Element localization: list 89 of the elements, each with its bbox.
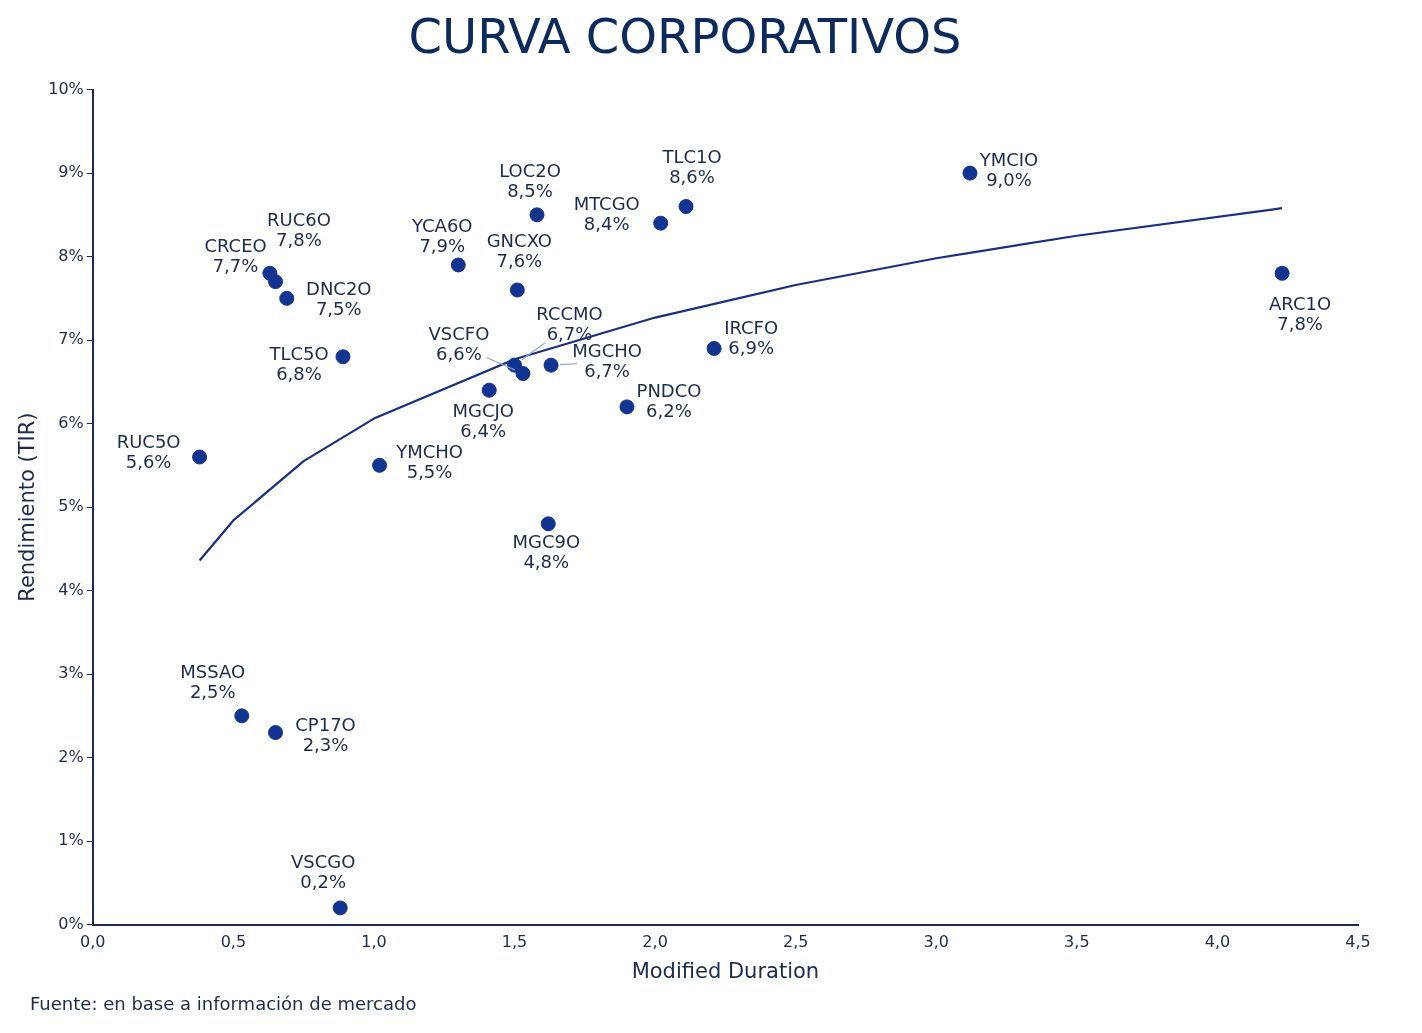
annotation: YMCIO	[978, 148, 1039, 170]
y-tick-label: 9%	[58, 162, 84, 182]
y-tick-label: 8%	[58, 245, 84, 265]
point	[619, 399, 635, 415]
point	[543, 357, 559, 373]
data-label: 5,5%	[406, 461, 453, 483]
data-label: 8,5%	[507, 179, 553, 201]
annotation: TLC1O	[661, 146, 722, 168]
data-label: 7,7%	[212, 255, 259, 277]
y-tick-label: 0%	[58, 913, 84, 933]
x-tick-label: 3,5	[1064, 932, 1090, 952]
annotation: MSSAO	[180, 660, 246, 682]
annotation: CRCEO	[204, 235, 267, 257]
annotation: YCA6O	[411, 214, 473, 236]
x-tick-label: 2,5	[782, 932, 809, 952]
data-label: 2,3%	[302, 734, 349, 756]
data-label: 7,8%	[276, 228, 322, 250]
x-tick-label: 0,5	[220, 932, 247, 952]
annotation: RCCMO	[536, 302, 603, 324]
point	[268, 725, 284, 741]
point	[1274, 265, 1290, 281]
point	[234, 708, 250, 724]
data-label: 5,6%	[125, 450, 172, 472]
data-label: 8,4%	[583, 212, 630, 234]
y-tick-label: 5%	[58, 496, 84, 516]
x-axis-title: Modified Duration	[631, 958, 820, 983]
data-label: 6,8%	[276, 363, 322, 385]
annotation: MTCGO	[573, 192, 640, 214]
y-tick-label: 1%	[58, 830, 84, 850]
annotation: PNDCO	[636, 379, 702, 401]
annotation: TLC5O	[268, 343, 329, 365]
x-tick-label: 1,5	[501, 932, 528, 952]
point	[540, 516, 556, 532]
data-label: 7,9%	[419, 234, 466, 256]
data-label: 6,9%	[728, 337, 774, 359]
annotation: GNCXO	[486, 229, 552, 251]
x-tick-label: 0,0	[80, 932, 106, 952]
point	[192, 449, 208, 465]
data-label: 9,0%	[986, 168, 1032, 190]
annotation: MGCJO	[452, 399, 514, 421]
x-tick-label: 2,0	[642, 932, 668, 952]
data-label: 6,6%	[436, 343, 482, 365]
data-label: 7,8%	[1277, 312, 1323, 334]
annotation: YMCHO	[395, 441, 463, 463]
point	[481, 382, 497, 398]
point	[372, 457, 388, 473]
data-label: 7,5%	[315, 298, 362, 320]
x-tick-label: 4,0	[1204, 932, 1231, 952]
data-label: 8,6%	[669, 166, 715, 188]
annotation: CP17O	[295, 714, 356, 736]
y-tick-label: 6%	[58, 412, 84, 432]
point	[653, 215, 669, 231]
point	[678, 199, 694, 214]
chart-title: CURVA CORPORATIVOS	[408, 8, 962, 65]
data-label: 0,2%	[300, 870, 347, 892]
y-tick-label: 4%	[58, 579, 84, 599]
point	[279, 290, 295, 306]
point	[332, 900, 348, 916]
x-tick-label: 4,5	[1345, 932, 1371, 952]
annotation: MGC9O	[512, 531, 581, 553]
point	[529, 207, 545, 223]
annotation: LOC2O	[499, 159, 561, 181]
annotation: RUC6O	[266, 208, 331, 230]
point	[335, 349, 351, 365]
data-label: 6,7%	[584, 359, 630, 381]
y-tick-label: 2%	[58, 746, 84, 766]
point	[706, 340, 722, 356]
point	[962, 165, 978, 181]
data-label: 6,2%	[646, 399, 692, 421]
annotation: IRCFO	[724, 317, 779, 339]
point	[268, 274, 284, 290]
annotation: RUC5O	[116, 430, 181, 452]
annotation: DNC2O	[306, 278, 372, 300]
x-tick-label: 3,0	[923, 932, 949, 952]
x-tick-label: 1,0	[361, 932, 387, 952]
data-label: 4,8%	[523, 551, 570, 573]
point	[515, 366, 531, 381]
point	[509, 282, 525, 298]
data-label: 7,6%	[496, 249, 543, 271]
y-tick-label: 7%	[58, 329, 84, 349]
data-label: 2,5%	[189, 680, 236, 702]
y-tick-label: 3%	[58, 663, 84, 683]
point	[450, 257, 466, 273]
y-tick-label: 10%	[48, 78, 84, 98]
source-note: Fuente: en base a información de mercado	[30, 993, 418, 1014]
annotation: VSCFO	[428, 323, 490, 345]
annotation: ARC1O	[1269, 292, 1332, 314]
y-axis-title: Rendimiento (TIR)	[15, 412, 40, 602]
annotation: VSCGO	[290, 850, 356, 872]
